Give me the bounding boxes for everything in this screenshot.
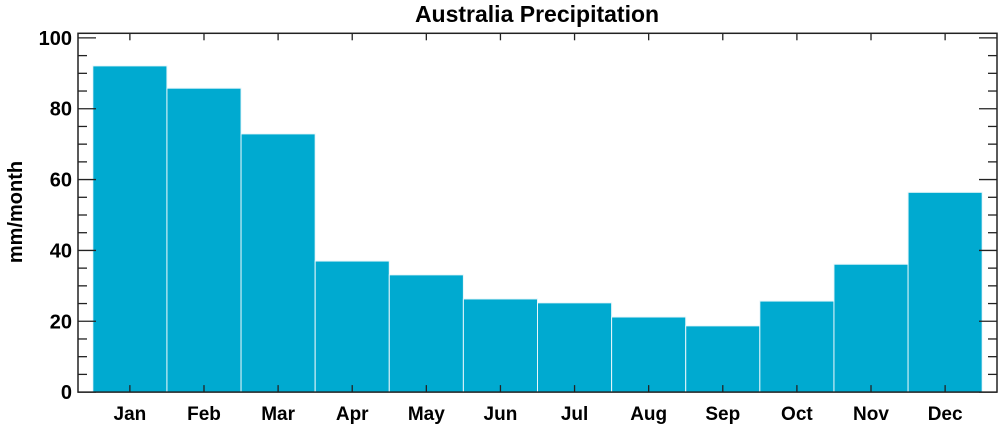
x-tick-label: Oct <box>781 404 813 425</box>
bar-aug <box>611 316 687 393</box>
x-tick-label: Jul <box>561 404 588 425</box>
y-tick-label: 100 <box>39 28 72 50</box>
bar-apr <box>314 260 390 393</box>
bar-may <box>388 274 464 393</box>
x-tick-label: Mar <box>261 404 295 425</box>
plot-frame <box>77 32 998 393</box>
y-tick-label: 80 <box>50 99 72 121</box>
x-tick-label: Aug <box>630 404 667 425</box>
axes-group: Jan Feb Mar Apr May Jun Jul Aug Sep Oct Nov Dec 0 20 4… <box>39 28 998 425</box>
bar-mar <box>240 133 316 393</box>
x-tick-label: Apr <box>336 404 369 425</box>
y-tick-label: 0 <box>61 382 72 404</box>
x-tick-label: Feb <box>187 404 221 425</box>
bar-jan <box>92 65 168 393</box>
x-tick-label: May <box>408 404 445 425</box>
bar-sep <box>685 325 761 393</box>
bar-oct <box>759 300 835 393</box>
x-tick-label: Jun <box>484 404 518 425</box>
bar-dec <box>907 191 983 393</box>
chart-title: Australia Precipitation <box>415 1 659 27</box>
y-tick-label: 40 <box>50 240 72 262</box>
x-tick-label: Jan <box>114 404 147 425</box>
bar-nov <box>833 263 909 393</box>
y-tick-label: 60 <box>50 170 72 192</box>
x-tick-label: Nov <box>853 404 889 425</box>
bar-jul <box>537 302 613 393</box>
bar-jun <box>462 298 538 393</box>
y-tick-label: 20 <box>50 311 72 333</box>
y-axis-label: mm/month <box>5 161 27 263</box>
bar-feb <box>166 87 242 393</box>
bars-group <box>92 65 983 393</box>
x-tick-label: Dec <box>928 404 963 425</box>
x-tick-label: Sep <box>705 404 740 425</box>
